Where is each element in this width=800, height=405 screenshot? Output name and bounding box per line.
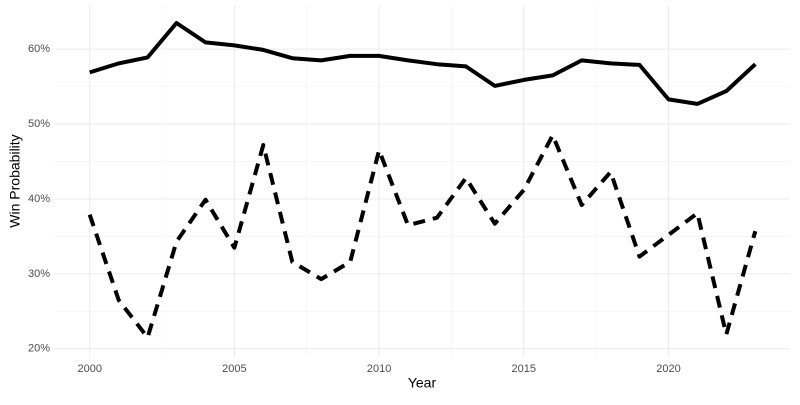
data-line — [89, 21, 757, 106]
y-tick-label: 40% — [28, 193, 50, 205]
y-tick-label: 60% — [28, 43, 50, 55]
x-axis-title: Year — [408, 375, 437, 391]
x-tick-label: 2015 — [512, 363, 536, 375]
y-tick-label: 30% — [28, 268, 50, 280]
y-tick-label: 20% — [28, 343, 50, 355]
y-tick-label: 50% — [28, 118, 50, 130]
x-tick-label: 2005 — [222, 363, 246, 375]
y-axis-title: Win Probability — [7, 134, 23, 227]
x-tick-label: 2000 — [77, 363, 101, 375]
data-line — [87, 133, 758, 340]
x-tick-label: 2020 — [656, 363, 680, 375]
x-tick-label: 2010 — [367, 363, 391, 375]
